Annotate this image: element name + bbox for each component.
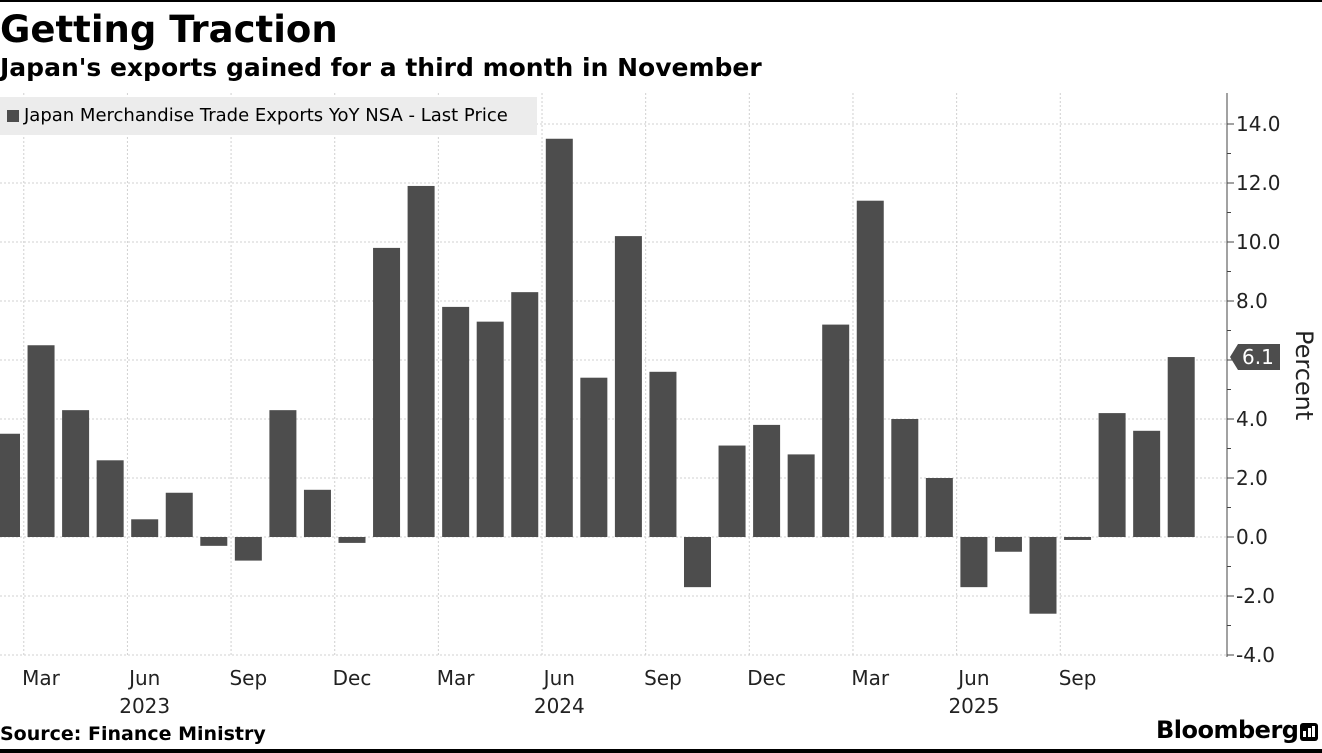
bar-2025-10	[1133, 430, 1161, 537]
bar-2024-09	[684, 537, 711, 588]
bar-2025-08	[1064, 537, 1092, 540]
top-rule	[0, 0, 1322, 2]
last-value-label: 6.1	[1242, 345, 1274, 369]
brand-logo-text: Bloomberg	[1156, 716, 1299, 744]
y-tick-label: 4.0	[1236, 407, 1268, 431]
bar-2023-12	[373, 247, 401, 537]
x-tick-label: Mar	[437, 666, 476, 690]
x-year-label: 2024	[534, 694, 585, 718]
y-axis: 14.0 12.0 10.0 8.0 4.0 2.0 0.0 -2.0 -4.0	[1226, 93, 1281, 667]
y-tick-label: 10.0	[1236, 230, 1281, 254]
x-tick-label: Mar	[22, 666, 61, 690]
bar-2025-02	[856, 200, 884, 537]
x-tick-label: Jun	[542, 666, 575, 690]
bar-2024-04	[511, 292, 539, 537]
bar-2024-10	[718, 445, 746, 537]
bar-2023-07	[200, 537, 228, 546]
bar-2023-10	[303, 489, 331, 537]
bar-2024-08	[649, 371, 677, 537]
chart-title: Getting Traction	[0, 8, 338, 51]
bar-2023-03	[62, 410, 90, 537]
y-tick-label: 14.0	[1236, 112, 1281, 136]
y-tick-label: 0.0	[1236, 525, 1268, 549]
bar-2024-03	[476, 321, 504, 537]
bar-2023-01	[0, 433, 20, 537]
y-axis-title: Percent	[1290, 330, 1318, 420]
bar-2025-01	[822, 324, 850, 537]
bar-2024-07	[614, 236, 642, 537]
bar-2023-08	[234, 537, 262, 561]
x-year-label: 2023	[119, 694, 170, 718]
x-tick-label: Dec	[333, 666, 372, 690]
x-tick-label: Sep	[644, 666, 682, 690]
source-note: Source: Finance Ministry	[0, 723, 266, 745]
y-tick-label: 2.0	[1236, 466, 1268, 490]
bar-2023-05	[131, 519, 159, 537]
y-tick-label: -2.0	[1236, 584, 1275, 608]
x-tick-label: Sep	[229, 666, 267, 690]
x-year-label: 2025	[948, 694, 999, 718]
legend-label: Japan Merchandise Trade Exports YoY NSA …	[24, 105, 508, 126]
x-tick-label: Mar	[851, 666, 890, 690]
bar-2025-06	[994, 537, 1022, 552]
bar-2023-06	[165, 492, 193, 537]
x-axis: Mar Jun Sep Dec Mar Jun Sep Dec Mar Jun Sep 2023 202…	[22, 666, 1096, 718]
bottom-rule	[0, 749, 1322, 753]
bar-2023-09	[269, 410, 297, 537]
x-tick-label: Dec	[747, 666, 786, 690]
x-tick-label: Sep	[1059, 666, 1097, 690]
bar-2024-02	[442, 306, 470, 537]
x-tick-label: Jun	[127, 666, 160, 690]
chart-subtitle: Japan's exports gained for a third month…	[0, 53, 762, 82]
legend-swatch	[7, 110, 19, 122]
bar-2023-04	[96, 460, 124, 537]
bar-2024-11	[753, 424, 781, 537]
x-tick-label: Jun	[956, 666, 989, 690]
bar-2024-05	[545, 138, 573, 537]
bar-2023-11	[338, 537, 366, 543]
bar-2025-05	[960, 537, 988, 588]
bar-2023-02	[27, 345, 55, 537]
bar-2024-06	[580, 377, 608, 537]
bar-2025-11	[1167, 357, 1195, 537]
legend: Japan Merchandise Trade Exports YoY NSA …	[0, 97, 537, 135]
y-tick-label: 12.0	[1236, 171, 1281, 195]
y-tick-label: 8.0	[1236, 289, 1268, 313]
bar-2025-03	[891, 419, 919, 537]
bar-2024-12	[787, 454, 815, 537]
bar-2025-04	[925, 478, 953, 537]
bars	[0, 138, 1195, 614]
bar-2025-07	[1029, 537, 1057, 614]
bloomberg-icon	[1300, 723, 1318, 741]
bar-2025-09	[1098, 413, 1126, 537]
last-value-tag	[1230, 344, 1280, 371]
bar-2024-01	[407, 185, 435, 537]
y-tick-label: -4.0	[1236, 643, 1275, 667]
last-value-marker: 6.1	[1230, 344, 1280, 371]
